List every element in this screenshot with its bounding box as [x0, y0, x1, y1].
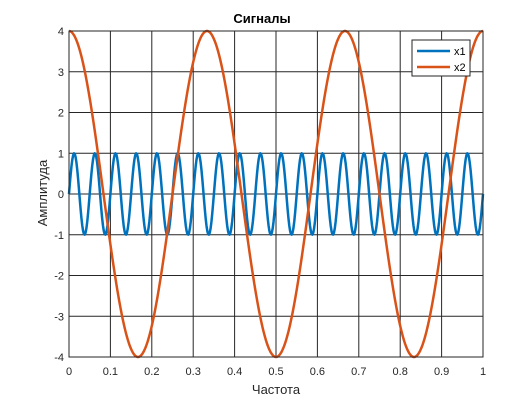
- legend-label-x2: x2: [454, 62, 466, 74]
- x-tick-label: 0.8: [393, 366, 408, 378]
- y-tick-label: 2: [58, 108, 64, 120]
- legend-label-x1: x1: [454, 46, 466, 58]
- x-tick-label: 1: [480, 366, 486, 378]
- x-tick-label: 0.4: [227, 366, 242, 378]
- y-tick-label: 3: [58, 67, 64, 79]
- x-tick-label: 0: [66, 366, 72, 378]
- x-axis-label: Частота: [252, 382, 301, 397]
- x-axis-ticks: 0 0.1 0.2 0.3 0.4 0.5 0.6 0.7 0.8 0.9 1: [66, 366, 486, 378]
- x-tick-label: 0.6: [310, 366, 325, 378]
- x-tick-label: 0.7: [351, 366, 366, 378]
- y-tick-label: -4: [54, 352, 64, 364]
- y-axis-ticks: 4 3 2 1 0 -1 -2 -3 -4: [54, 26, 64, 364]
- legend-box: [411, 39, 471, 77]
- y-tick-label: 4: [58, 26, 64, 38]
- y-tick-label: 0: [58, 189, 64, 201]
- y-tick-label: -1: [54, 230, 64, 242]
- series-line-x1: [67, 152, 485, 236]
- plot-frame: [68, 30, 484, 358]
- y-tick-label: -3: [54, 311, 64, 323]
- x-tick-label: 0.3: [186, 366, 201, 378]
- chart-title: Сигналы: [233, 11, 290, 26]
- y-tick-label: -2: [54, 271, 64, 283]
- y-tick-label: 1: [58, 148, 64, 160]
- x-tick-label: 0.9: [434, 366, 449, 378]
- y-axis-label: Амплитуда: [35, 159, 50, 226]
- x-tick-label: 0.5: [268, 366, 283, 378]
- x-tick-label: 0.1: [103, 366, 118, 378]
- x-tick-label: 0.2: [144, 366, 159, 378]
